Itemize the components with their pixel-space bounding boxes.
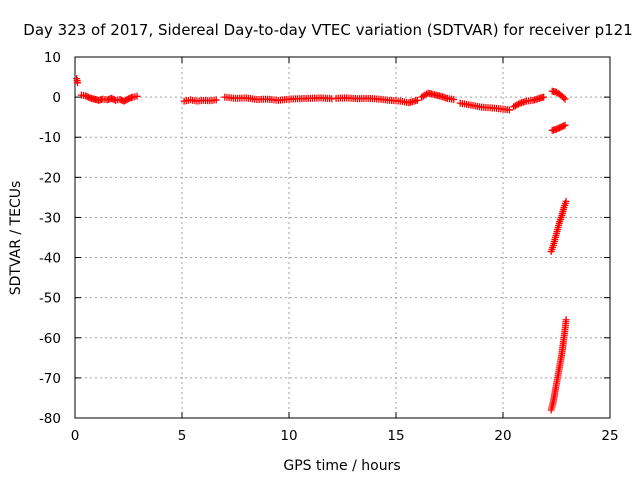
data-point — [450, 96, 458, 104]
data-point — [133, 92, 141, 100]
x-tick-labels: 0 5 10 15 20 25 — [71, 428, 619, 444]
y-tick-label: -50 — [39, 291, 61, 307]
x-axis-label: GPS time / hours — [283, 458, 400, 474]
y-tick-label: -80 — [39, 411, 61, 427]
data-point — [561, 95, 569, 103]
y-tick-label: 10 — [44, 50, 61, 66]
y-tick-label: -20 — [39, 170, 61, 186]
data-point — [540, 93, 548, 101]
data-markers — [73, 75, 570, 414]
data-point — [212, 96, 220, 104]
y-tick-label: -30 — [39, 210, 61, 226]
y-tick-label: -60 — [39, 331, 61, 347]
x-tick-label: 25 — [601, 428, 618, 444]
chart-title: Day 323 of 2017, Sidereal Day-to-day VTE… — [23, 21, 632, 39]
x-tick-label: 15 — [387, 428, 404, 444]
y-tick-label: -70 — [39, 371, 61, 387]
y-tick-label: 0 — [52, 90, 61, 106]
y-tick-label: -40 — [39, 251, 61, 267]
data-point — [515, 100, 523, 108]
data-point — [505, 106, 513, 114]
x-tick-label: 5 — [178, 428, 187, 444]
grid-lines — [75, 57, 610, 418]
data-point — [560, 94, 568, 102]
x-tick-label: 20 — [494, 428, 511, 444]
y-tick-labels: 10 0 -10 -20 -30 -40 -50 -60 -70 -80 — [39, 50, 61, 427]
y-tick-label: -10 — [39, 130, 61, 146]
y-axis-label: SDTVAR / TECUs — [8, 181, 24, 296]
tick-marks — [74, 56, 611, 419]
x-tick-label: 10 — [280, 428, 297, 444]
data-point — [413, 96, 421, 104]
data-point — [562, 197, 570, 205]
plot-frame — [74, 56, 611, 419]
data-point — [561, 121, 569, 129]
data-point — [562, 316, 570, 324]
x-tick-label: 0 — [71, 428, 80, 444]
data-point — [74, 79, 82, 87]
data-point — [560, 122, 568, 130]
